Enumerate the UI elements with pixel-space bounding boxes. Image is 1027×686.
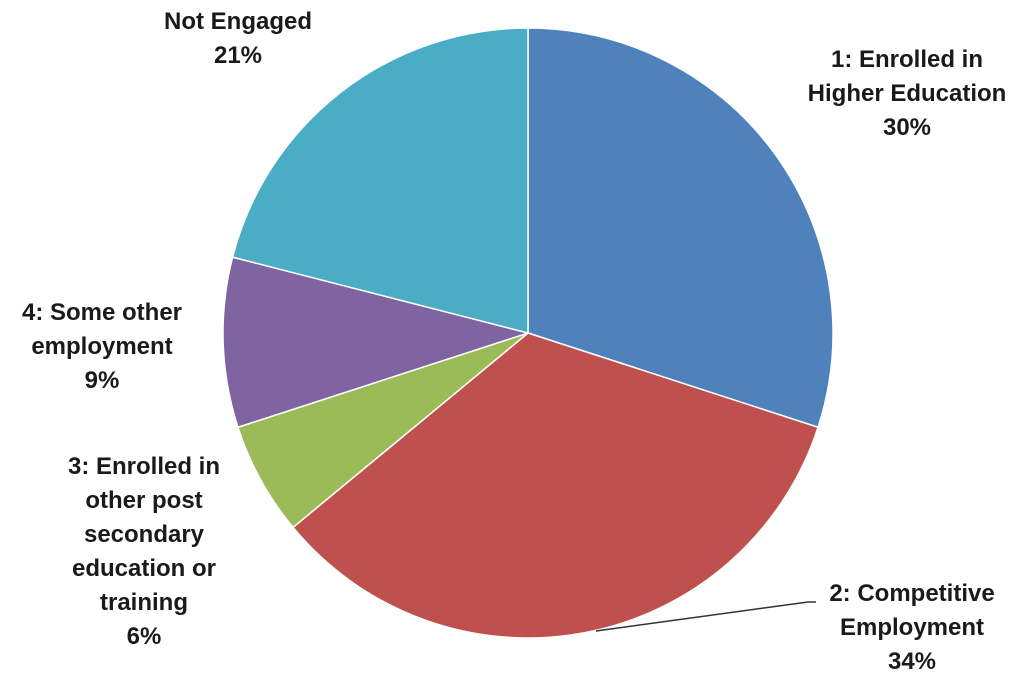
data-label-line: education or (72, 555, 216, 582)
data-label-line: Employment (840, 614, 984, 641)
data-label-1: 1: Enrolled in Higher Education 30% (808, 46, 1007, 141)
data-label-3: 3: Enrolled in other post secondary educati… (68, 453, 220, 650)
pie-slice-1 (527, 27, 834, 429)
pie-slice-2 (291, 332, 820, 639)
data-label-line: Higher Education (808, 80, 1007, 107)
data-label-5: Not Engaged 21% (164, 8, 312, 69)
data-label-line: 3: Enrolled in (68, 453, 220, 480)
data-label-line: Not Engaged (164, 8, 312, 35)
data-label-2: 2: Competitive Employment 34% (829, 580, 994, 675)
pie-slice-5 (231, 27, 529, 334)
data-label-line: other post (85, 487, 202, 514)
data-label-line: 2: Competitive (829, 580, 994, 607)
leader-lines-layer (595, 601, 816, 632)
data-label-value: 21% (214, 42, 262, 69)
data-label-4: 4: Some other employment 9% (22, 299, 182, 394)
data-label-line: training (100, 589, 188, 616)
data-label-value: 9% (85, 367, 120, 394)
data-label-line: employment (31, 333, 172, 360)
data-label-value: 30% (883, 114, 931, 141)
leader-line-2 (595, 601, 816, 632)
data-label-line: secondary (84, 521, 205, 548)
data-labels-layer: 1: Enrolled in Higher Education 30% 2: Comp… (22, 8, 1006, 675)
data-label-line: 1: Enrolled in (831, 46, 983, 73)
data-label-value: 6% (127, 623, 162, 650)
pie-slice-4 (222, 256, 531, 429)
data-label-value: 34% (888, 648, 936, 675)
data-label-line: 4: Some other (22, 299, 182, 326)
slices-layer (222, 27, 834, 639)
